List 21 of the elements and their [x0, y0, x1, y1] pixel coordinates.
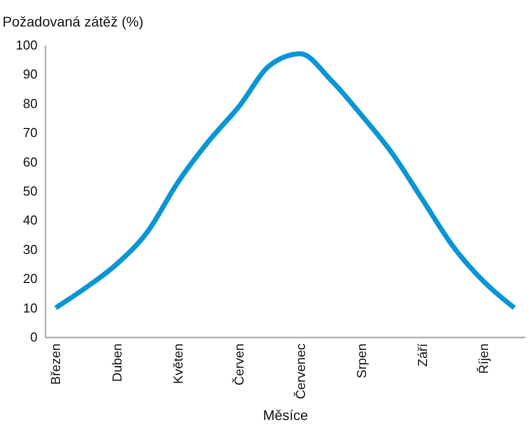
y-tick-label: 40	[23, 212, 38, 228]
y-tick-label: 0	[30, 330, 38, 344]
x-axis-title: Měsíce	[262, 407, 308, 424]
y-tick-label: 90	[23, 66, 38, 82]
y-tick-label: 60	[23, 154, 38, 170]
x-tick-label: Září	[415, 343, 430, 367]
y-tick-label: 100	[16, 38, 38, 52]
x-tick-label: Květen	[170, 344, 186, 384]
x-tick-label: Červen	[232, 344, 247, 386]
y-tick-label: 30	[23, 242, 38, 257]
x-tick-label: Duben	[109, 344, 124, 382]
x-tick-label: Říjen	[476, 344, 492, 374]
y-tick-label: 10	[23, 300, 38, 316]
y-tick-label: 80	[23, 96, 38, 111]
y-tick-label: 20	[23, 271, 38, 286]
x-tick-label: Březen	[48, 344, 64, 385]
y-tick-label: 50	[23, 184, 38, 198]
x-tick-label: Červenec	[292, 343, 308, 400]
y-tick-label: 70	[23, 125, 38, 140]
y-axis-title: Požadovaná zátěž (%)	[2, 14, 144, 30]
x-tick-label: Srpen	[354, 344, 369, 378]
